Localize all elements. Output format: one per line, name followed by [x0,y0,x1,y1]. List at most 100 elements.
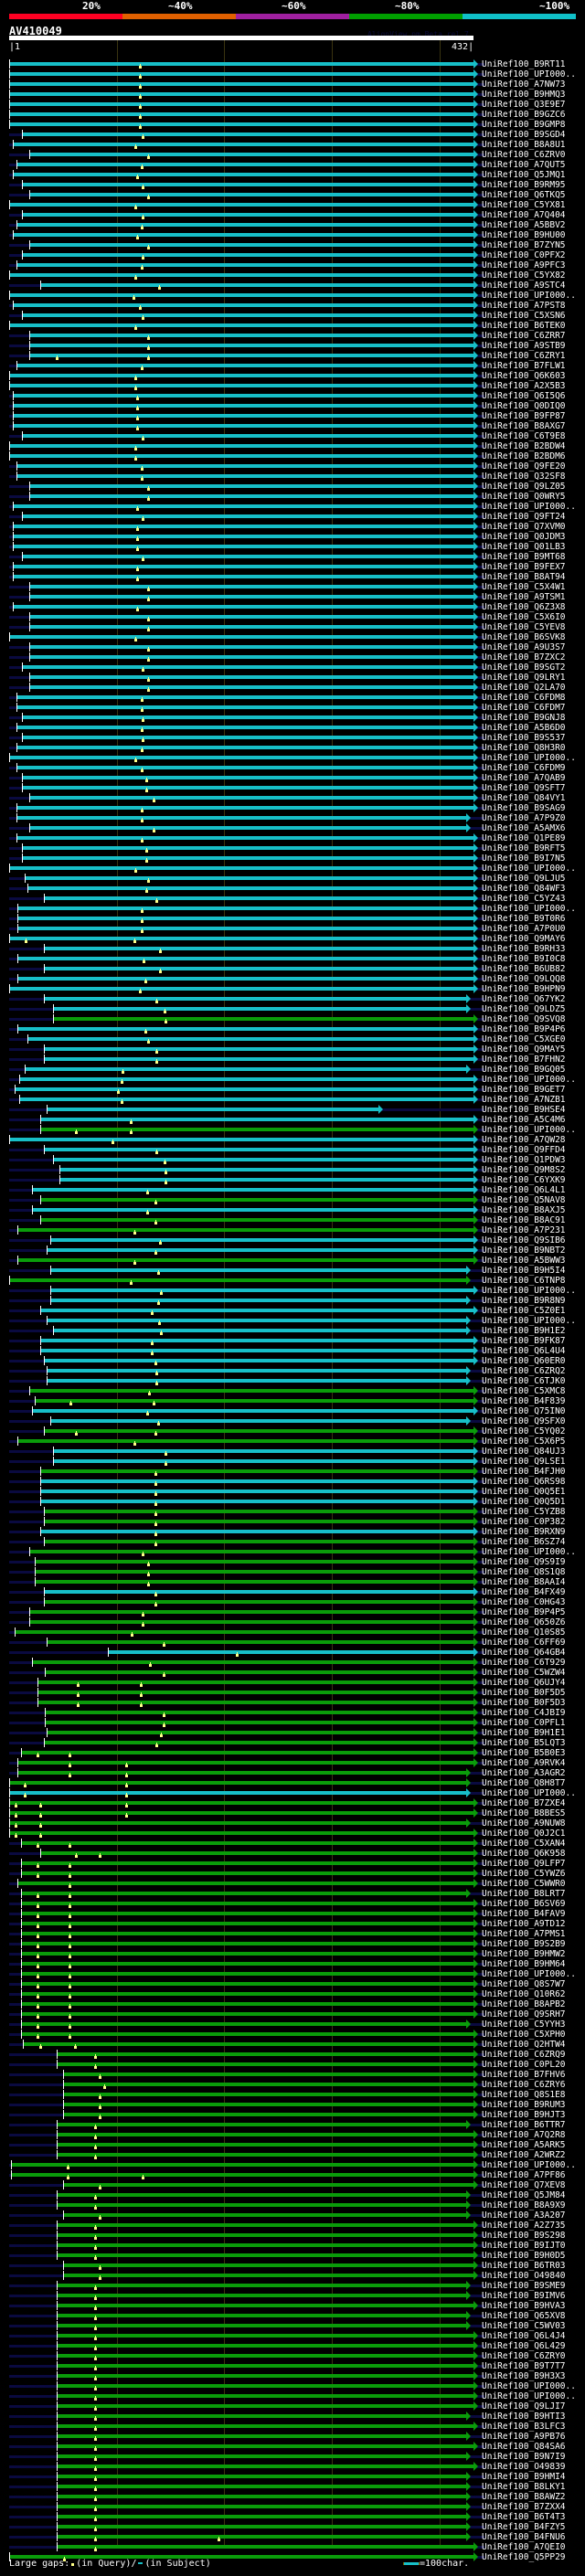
alignment-row[interactable]: UniRef100_B6SZ74 [0,1537,585,1547]
hit-label[interactable]: UniRef100_UPI000.. [482,1547,576,1557]
hit-bar[interactable] [22,434,473,438]
hit-bar[interactable] [20,1962,473,1966]
alignment-row[interactable]: UniRef100_B8AXJ5 [0,1205,585,1215]
hit-label[interactable]: UniRef100_Q6I5Q6 [482,391,566,401]
hit-label[interactable]: UniRef100_B9R8N9 [482,1296,566,1306]
hit-bar[interactable] [22,776,473,779]
hit-bar[interactable] [43,967,473,970]
hit-bar[interactable] [22,213,473,217]
hit-label[interactable]: UniRef100_Q9LRY1 [482,673,566,683]
alignment-row[interactable]: UniRef100_B9HVA3 [0,2301,585,2311]
hit-label[interactable]: UniRef100_B9H1E2 [482,1326,566,1336]
hit-label[interactable]: UniRef100_B9IJT0 [482,2241,566,2251]
hit-label[interactable]: UniRef100_Q84VY1 [482,793,566,803]
hit-bar[interactable] [49,1268,466,1272]
hit-label[interactable]: UniRef100_B8AXG7 [482,421,566,431]
hit-bar[interactable] [16,816,466,820]
hit-bar[interactable] [12,233,473,237]
hit-bar[interactable] [29,655,473,659]
hit-bar[interactable] [16,836,473,840]
alignment-row[interactable]: UniRef100_B9MT68 [0,552,585,562]
hit-label[interactable]: UniRef100_B9RFT5 [482,843,566,853]
hit-label[interactable]: UniRef100_B9NBT2 [482,1246,566,1256]
hit-label[interactable]: UniRef100_A7PMS1 [482,1929,566,1939]
hit-label[interactable]: UniRef100_B9SAG9 [482,803,566,813]
hit-bar[interactable] [53,1007,466,1011]
hit-bar[interactable] [9,112,473,116]
hit-bar[interactable] [56,2203,466,2207]
hit-label[interactable]: UniRef100_B7FHV6 [482,2070,566,2080]
alignment-row[interactable]: UniRef100_C5YQ02 [0,1426,585,1436]
hit-bar[interactable] [16,766,473,769]
hit-bar[interactable] [12,404,473,408]
hit-bar[interactable] [16,726,473,729]
hit-label[interactable]: UniRef100_C5Z0E1 [482,1306,566,1316]
hit-label[interactable]: UniRef100_A3A207 [482,2210,566,2221]
alignment-row[interactable]: UniRef100_A7NW73 [0,80,585,90]
hit-label[interactable]: UniRef100_A7PF86 [482,2170,566,2180]
alignment-row[interactable]: UniRef100_C6TNP8 [0,1276,585,1286]
hit-bar[interactable] [17,1771,466,1775]
alignment-row[interactable]: UniRef100_Q0WRY5 [0,492,585,502]
hit-label[interactable]: UniRef100_Q6UJY4 [482,1678,566,1688]
hit-bar[interactable] [56,2424,473,2428]
alignment-row[interactable]: UniRef100_C5XGE0 [0,1034,585,1044]
hit-label[interactable]: UniRef100_C6ZRQ2 [482,1366,566,1376]
hit-bar[interactable] [12,394,473,398]
hit-bar[interactable] [43,1359,473,1362]
alignment-row[interactable]: UniRef100_A5C4M6 [0,1115,585,1125]
alignment-row[interactable]: UniRef100_B9IJT0 [0,2241,585,2251]
hit-bar[interactable] [12,565,473,568]
alignment-row[interactable]: UniRef100_B9IMV6 [0,2291,585,2301]
hit-bar[interactable] [20,1751,473,1754]
hit-label[interactable]: UniRef100_A9STC4 [482,281,566,291]
alignment-row[interactable]: UniRef100_B7FLW1 [0,361,585,371]
alignment-row[interactable]: UniRef100_B9H0D5 [0,2251,585,2261]
hit-label[interactable]: UniRef100_A7NW73 [482,80,566,90]
hit-bar[interactable] [9,635,473,639]
hit-label[interactable]: UniRef100_C6TJK0 [482,1376,566,1386]
alignment-row[interactable]: UniRef100_B9GQ05 [0,1065,585,1075]
hit-label[interactable]: UniRef100_B9H5I4 [482,1266,566,1276]
alignment-row[interactable]: UniRef100_Q9MAY5 [0,1044,585,1055]
alignment-row[interactable]: UniRef100_Q8H3R0 [0,743,585,753]
alignment-row[interactable]: UniRef100_B9HSE4 [0,1105,585,1115]
hit-label[interactable]: UniRef100_A7QEI0 [482,2542,566,2552]
hit-bar[interactable] [43,1600,473,1604]
hit-bar[interactable] [20,1932,473,1935]
hit-bar[interactable] [12,545,473,548]
alignment-row[interactable]: UniRef100_A9NUW8 [0,1818,585,1829]
alignment-row[interactable]: UniRef100_C5WWR0 [0,1879,585,1889]
alignment-row[interactable]: UniRef100_Q6L4U4 [0,1346,585,1356]
alignment-row[interactable]: UniRef100_Q65XV8 [0,2311,585,2321]
alignment-row[interactable]: UniRef100_Q75IN0 [0,1406,585,1416]
alignment-row[interactable]: UniRef100_A9RVK4 [0,1758,585,1768]
alignment-row[interactable]: UniRef100_Q9FFD4 [0,1145,585,1155]
hit-bar[interactable] [56,2354,473,2358]
alignment-row[interactable]: UniRef100_A9STC4 [0,281,585,291]
hit-bar[interactable] [56,2243,473,2247]
hit-label[interactable]: UniRef100_C6T929 [482,1658,566,1668]
hit-label[interactable]: UniRef100_C4JBI9 [482,1708,566,1718]
alignment-row[interactable]: UniRef100_B9H5I4 [0,1266,585,1276]
hit-label[interactable]: UniRef100_Q8S1E8 [482,2090,566,2100]
hit-bar[interactable] [43,1510,473,1513]
alignment-row[interactable]: UniRef100_C6TJK0 [0,1376,585,1386]
hit-label[interactable]: UniRef100_Q84UJ3 [482,1447,566,1457]
alignment-row[interactable]: UniRef100_A5AMX6 [0,823,585,833]
alignment-row[interactable]: UniRef100_A7P231 [0,1225,585,1235]
hit-bar[interactable] [56,2314,466,2317]
hit-bar[interactable] [56,2404,473,2408]
hit-label[interactable]: UniRef100_C6ZRY0 [482,2351,566,2361]
hit-label[interactable]: UniRef100_B9S2B9 [482,1939,566,1949]
hit-bar[interactable] [37,1701,473,1704]
alignment-row[interactable]: UniRef100_B9T7T7 [0,2361,585,2371]
hit-label[interactable]: UniRef100_UPI000.. [482,1075,576,1085]
alignment-row[interactable]: UniRef100_Q8S1Q8 [0,1567,585,1577]
hit-label[interactable]: UniRef100_C0PFX2 [482,250,566,260]
hit-label[interactable]: UniRef100_A7Q404 [482,210,566,220]
hit-bar[interactable] [40,1500,473,1503]
hit-bar[interactable] [27,886,473,890]
alignment-row[interactable]: UniRef100_Q6I5Q6 [0,391,585,401]
alignment-row[interactable]: UniRef100_B6T4T3 [0,2512,585,2522]
